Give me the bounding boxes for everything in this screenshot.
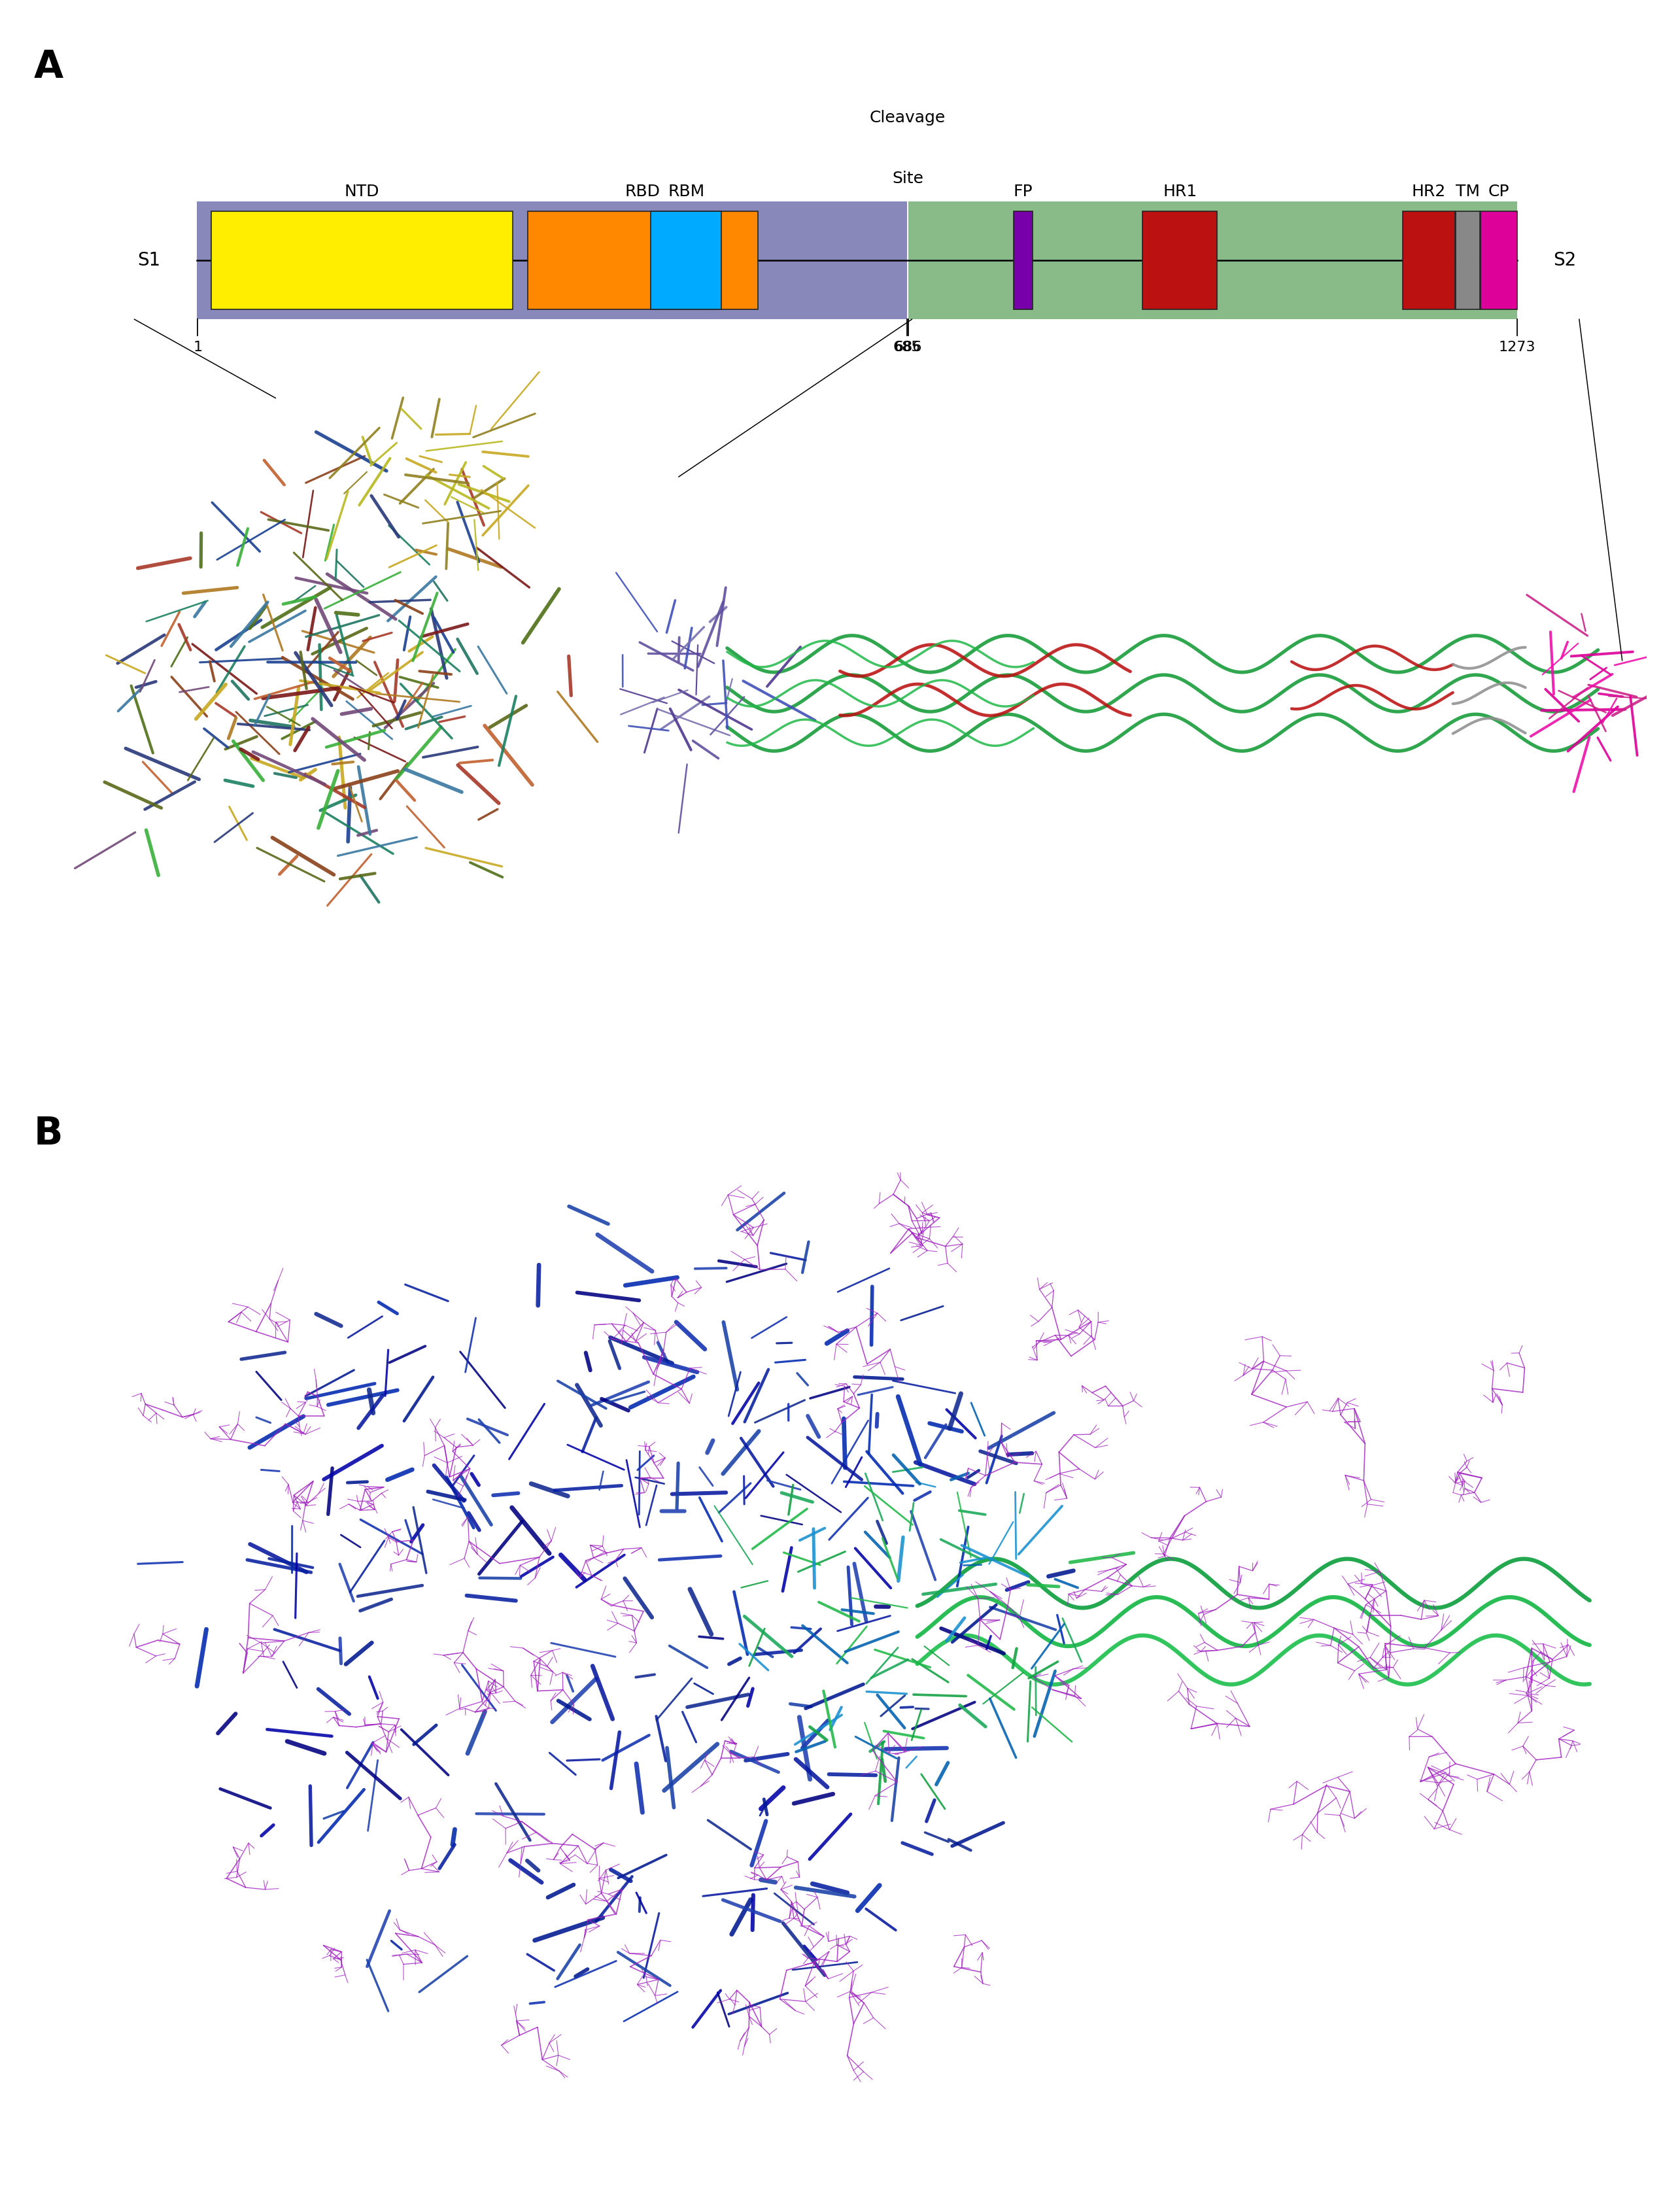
Bar [1457, 212, 1480, 311]
Bar [1480, 212, 1517, 311]
Text: 1273: 1273 [1499, 341, 1536, 354]
Text: Site: Site [892, 171, 924, 186]
Bar [197, 201, 907, 319]
Bar [1015, 212, 1033, 311]
Text: RBD: RBD [625, 184, 660, 199]
Text: RBM: RBM [667, 184, 704, 199]
Text: A: A [34, 48, 64, 85]
Text: Cleavage: Cleavage [870, 109, 946, 127]
Text: 1: 1 [193, 341, 202, 354]
Text: HR2: HR2 [1411, 184, 1446, 199]
Text: HR1: HR1 [1163, 184, 1196, 199]
Bar [528, 212, 758, 311]
Text: 685: 685 [894, 341, 921, 354]
Text: FP: FP [1013, 184, 1033, 199]
Bar [212, 212, 512, 311]
Text: TM: TM [1455, 184, 1480, 199]
Bar [1142, 212, 1218, 311]
Text: NTD: NTD [344, 184, 380, 199]
Text: S2: S2 [1554, 252, 1576, 269]
Bar [909, 201, 1517, 319]
Text: 686: 686 [894, 341, 922, 354]
Bar [1403, 212, 1455, 311]
Bar [650, 212, 721, 311]
Text: B: B [34, 1115, 62, 1153]
Text: S1: S1 [138, 252, 160, 269]
Text: CP: CP [1488, 184, 1509, 199]
